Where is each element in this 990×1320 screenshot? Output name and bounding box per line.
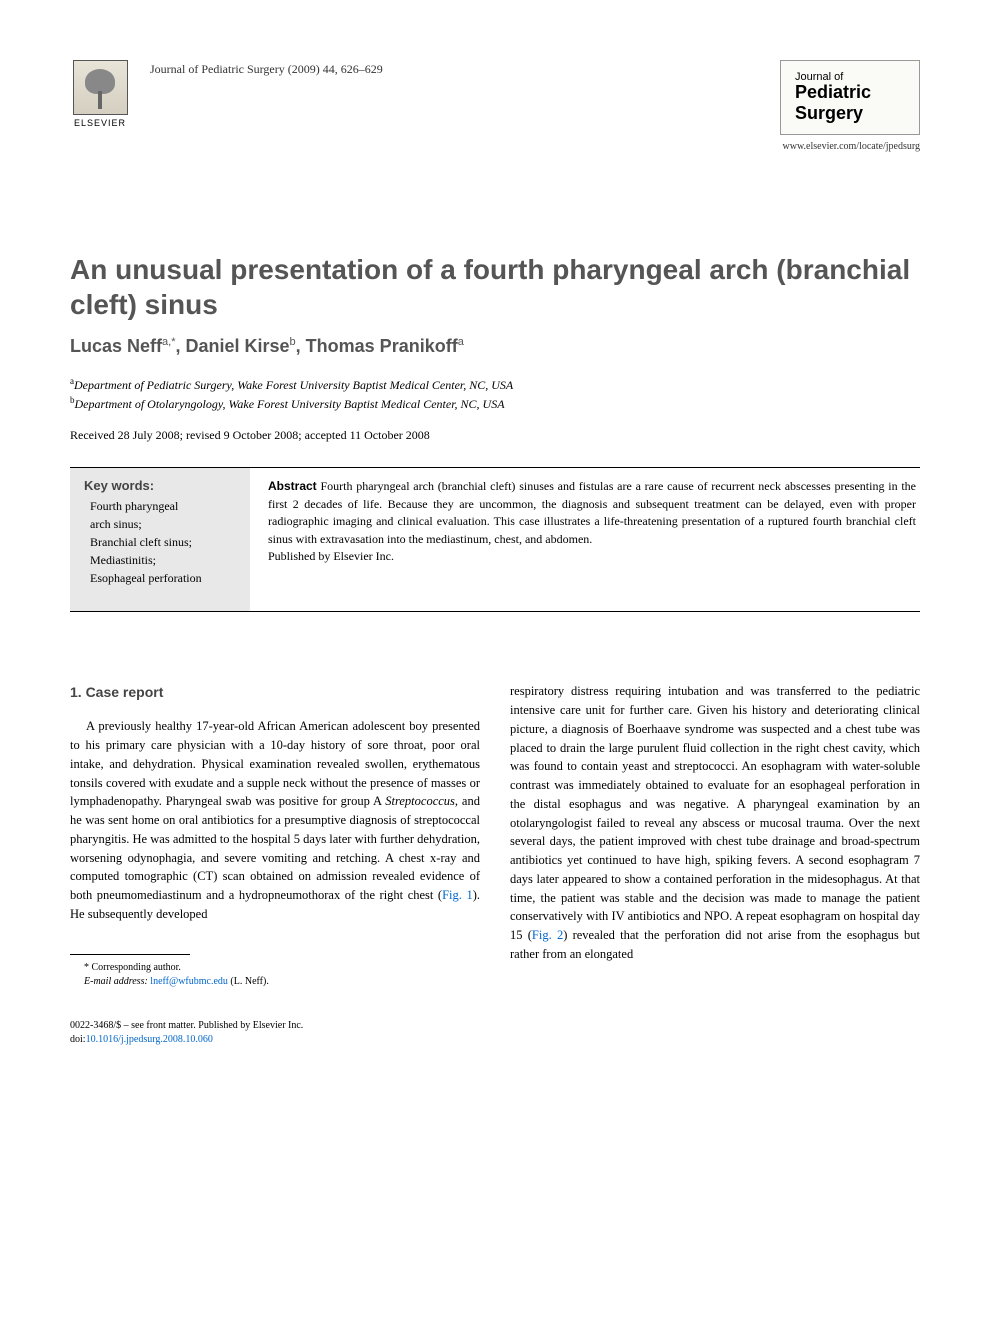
author-1-affil: a,*: [162, 336, 175, 348]
col1-paragraph: A previously healthy 17-year-old African…: [70, 717, 480, 923]
author-email[interactable]: lneff@wfubmc.edu: [150, 976, 228, 987]
col2-paragraph: respiratory distress requiring intubatio…: [510, 682, 920, 963]
article-title: An unusual presentation of a fourth phar…: [70, 252, 920, 322]
authors-line: Lucas Neffa,*, Daniel Kirseb, Thomas Pra…: [70, 336, 920, 357]
doi-label: doi:: [70, 1034, 86, 1045]
journal-url: www.elsevier.com/locate/jpedsurg: [780, 141, 920, 152]
affiliation-a: aDepartment of Pediatric Surgery, Wake F…: [70, 375, 920, 394]
body-columns: 1. Case report A previously healthy 17-y…: [70, 682, 920, 1046]
author-3-affil: a: [458, 336, 464, 348]
author-1: Lucas Neff: [70, 336, 162, 356]
col2-text-1: respiratory distress requiring intubatio…: [510, 684, 920, 942]
journal-name-line1: Pediatric: [795, 83, 905, 103]
elsevier-logo: ELSEVIER: [70, 60, 130, 130]
copyright-block: 0022-3468/$ – see front matter. Publishe…: [70, 1019, 480, 1047]
affiliation-b: bDepartment of Otolaryngology, Wake Fore…: [70, 394, 920, 413]
section-1-heading: 1. Case report: [70, 682, 480, 703]
copyright-line: 0022-3468/$ – see front matter. Publishe…: [70, 1019, 480, 1033]
affil-b-text: Department of Otolaryngology, Wake Fores…: [75, 397, 505, 411]
keywords-title: Key words:: [84, 478, 236, 493]
footnote-email-line: E-mail address: lneff@wfubmc.edu (L. Nef…: [70, 975, 480, 989]
abstract-block: Abstract Fourth pharyngeal arch (branchi…: [250, 468, 920, 611]
doi-line: doi:10.1016/j.jpedsurg.2008.10.060: [70, 1033, 480, 1047]
doi-link[interactable]: 10.1016/j.jpedsurg.2008.10.060: [86, 1034, 213, 1045]
column-right: respiratory distress requiring intubatio…: [510, 682, 920, 1046]
header-left: ELSEVIER Journal of Pediatric Surgery (2…: [70, 60, 383, 130]
journal-name-line2: Surgery: [795, 103, 905, 124]
fig-2-ref[interactable]: Fig. 2: [532, 928, 563, 942]
email-author-name: (L. Neff).: [228, 976, 269, 987]
footnote-corresponding: * Corresponding author.: [70, 961, 480, 975]
keywords-box: Key words: Fourth pharyngeal arch sinus;…: [70, 468, 250, 611]
email-label: E-mail address:: [84, 976, 148, 987]
col1-streptococcus: Streptococcus: [385, 794, 455, 808]
citation-text: Journal of Pediatric Surgery (2009) 44, …: [150, 60, 383, 77]
abstract-label: Abstract: [268, 479, 317, 493]
footnote-divider: [70, 954, 190, 955]
col2-text-2: ) revealed that the perforation did not …: [510, 928, 920, 961]
author-3: , Thomas Pranikoff: [296, 336, 458, 356]
fig-1-ref[interactable]: Fig. 1: [442, 888, 473, 902]
keywords-list: Fourth pharyngeal arch sinus; Branchial …: [84, 497, 236, 587]
column-left: 1. Case report A previously healthy 17-y…: [70, 682, 480, 1046]
journal-logo-box: Journal of Pediatric Surgery: [780, 60, 920, 135]
article-dates: Received 28 July 2008; revised 9 October…: [70, 428, 920, 443]
abstract-publisher: Published by Elsevier Inc.: [268, 548, 916, 565]
abstract-row: Key words: Fourth pharyngeal arch sinus;…: [70, 467, 920, 612]
col1-text-2: , and he was sent home on oral antibioti…: [70, 794, 480, 902]
abstract-body: Fourth pharyngeal arch (branchial cleft)…: [268, 479, 916, 545]
page-header: ELSEVIER Journal of Pediatric Surgery (2…: [70, 60, 920, 152]
affil-a-text: Department of Pediatric Surgery, Wake Fo…: [74, 378, 513, 392]
affiliations: aDepartment of Pediatric Surgery, Wake F…: [70, 375, 920, 413]
elsevier-tree-icon: [73, 60, 128, 115]
publisher-name: ELSEVIER: [74, 118, 126, 128]
header-right: Journal of Pediatric Surgery www.elsevie…: [780, 60, 920, 152]
author-2: , Daniel Kirse: [176, 336, 290, 356]
